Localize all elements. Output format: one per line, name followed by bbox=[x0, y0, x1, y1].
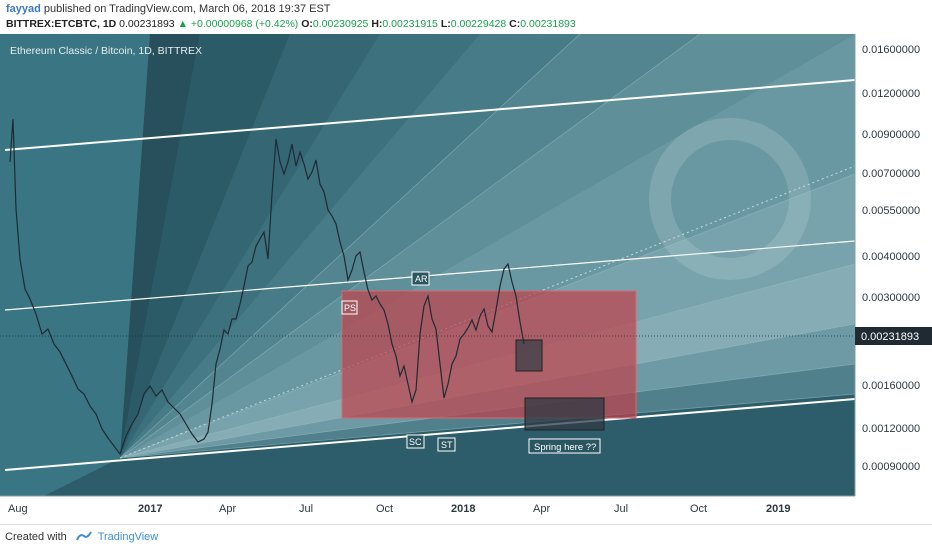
time-tick: Jul bbox=[299, 503, 313, 515]
time-tick: Apr bbox=[533, 503, 550, 515]
price-tick: 0.01600000 bbox=[862, 44, 920, 56]
current-price-tag: 0.00231893 bbox=[855, 327, 932, 345]
price-tick: 0.00700000 bbox=[862, 168, 920, 180]
price-scale-labels: 0.01600000 0.01200000 0.00900000 0.00700… bbox=[862, 44, 920, 473]
time-tick: 2018 bbox=[451, 503, 475, 515]
label-spring[interactable]: Spring here ?? bbox=[528, 438, 601, 454]
label-sc[interactable]: SC bbox=[406, 434, 425, 449]
label-ar[interactable]: AR bbox=[411, 271, 430, 286]
time-tick: 2019 bbox=[766, 503, 790, 515]
published-text: published on TradingView.com, March 06, … bbox=[43, 3, 331, 15]
close-value: 0.00231893 bbox=[520, 18, 576, 30]
fan-band bbox=[120, 34, 855, 458]
svg-text:PS: PS bbox=[344, 303, 356, 313]
fan-band bbox=[0, 394, 855, 518]
publish-info: fayyad published on TradingView.com, Mar… bbox=[6, 3, 331, 15]
price-series[interactable] bbox=[9, 118, 525, 456]
price-tick: 0.00550000 bbox=[862, 205, 920, 217]
open-label: O: bbox=[301, 18, 313, 30]
projection-box[interactable] bbox=[515, 339, 543, 372]
price-tick: 0.00900000 bbox=[862, 129, 920, 141]
time-scale-labels: Aug 2017 Apr Jul Oct 2018 Apr Jul Oct 20… bbox=[8, 503, 790, 515]
price-tick: 0.00160000 bbox=[862, 380, 920, 392]
svg-text:SC: SC bbox=[409, 437, 422, 447]
accumulation-range-box[interactable] bbox=[341, 290, 637, 419]
time-tick: Jul bbox=[614, 503, 628, 515]
author-link[interactable]: fayyad bbox=[6, 3, 41, 15]
time-tick: Oct bbox=[690, 503, 707, 515]
open-value: 0.00230925 bbox=[312, 18, 369, 30]
price-tick: 0.00120000 bbox=[862, 423, 920, 435]
time-tick: Oct bbox=[376, 503, 393, 515]
spring-target-box[interactable] bbox=[524, 397, 605, 431]
tradingview-watermark bbox=[649, 118, 811, 280]
price-change: ▲ +0.00000968 (+0.42%) bbox=[177, 18, 299, 30]
time-tick: 2017 bbox=[138, 503, 162, 515]
svg-text:ST: ST bbox=[441, 440, 453, 450]
ohlc-legend: BITTREX:ETCBTC, 1D 0.00231893 ▲ +0.00000… bbox=[6, 18, 576, 30]
symbol-label[interactable]: BITTREX:ETCBTC, 1D bbox=[6, 18, 117, 30]
low-value: 0.00229428 bbox=[450, 18, 507, 30]
parallel-channel[interactable] bbox=[4, 79, 856, 471]
price-tick: 0.00090000 bbox=[862, 461, 920, 473]
label-ps[interactable]: PS bbox=[341, 300, 358, 315]
created-with-text: Created with bbox=[5, 531, 67, 543]
svg-text:AR: AR bbox=[415, 274, 428, 284]
label-st[interactable]: ST bbox=[437, 437, 456, 452]
pane-title: Ethereum Classic / Bitcoin, 1D, BITTREX bbox=[10, 45, 202, 57]
price-scale[interactable] bbox=[855, 34, 932, 496]
footer: Created with TradingView bbox=[0, 524, 932, 551]
time-tick: Apr bbox=[219, 503, 236, 515]
price-tick: 0.00300000 bbox=[862, 292, 920, 304]
chart-svg[interactable]: Ethereum Classic / Bitcoin, 1D, BITTREX … bbox=[0, 34, 932, 518]
price-tick: 0.01200000 bbox=[862, 88, 920, 100]
last-price: 0.00231893 bbox=[119, 18, 175, 30]
close-label: C: bbox=[509, 18, 521, 30]
high-label: H: bbox=[371, 18, 383, 30]
time-tick: Aug bbox=[8, 503, 28, 515]
svg-text:Spring here ??: Spring here ?? bbox=[534, 442, 596, 453]
high-value: 0.00231915 bbox=[382, 18, 438, 30]
low-label: L: bbox=[440, 18, 451, 30]
time-scale[interactable] bbox=[0, 496, 932, 518]
created-with: Created with TradingView bbox=[5, 531, 158, 545]
chart-header: fayyad published on TradingView.com, Mar… bbox=[0, 0, 932, 34]
chart-canvas[interactable]: Ethereum Classic / Bitcoin, 1D, BITTREX … bbox=[0, 34, 932, 518]
tradingview-brand-link[interactable]: TradingView bbox=[97, 531, 159, 543]
tradingview-logo-icon bbox=[75, 531, 92, 545]
svg-text:0.00231893: 0.00231893 bbox=[861, 331, 919, 343]
price-tick: 0.00400000 bbox=[862, 251, 920, 263]
